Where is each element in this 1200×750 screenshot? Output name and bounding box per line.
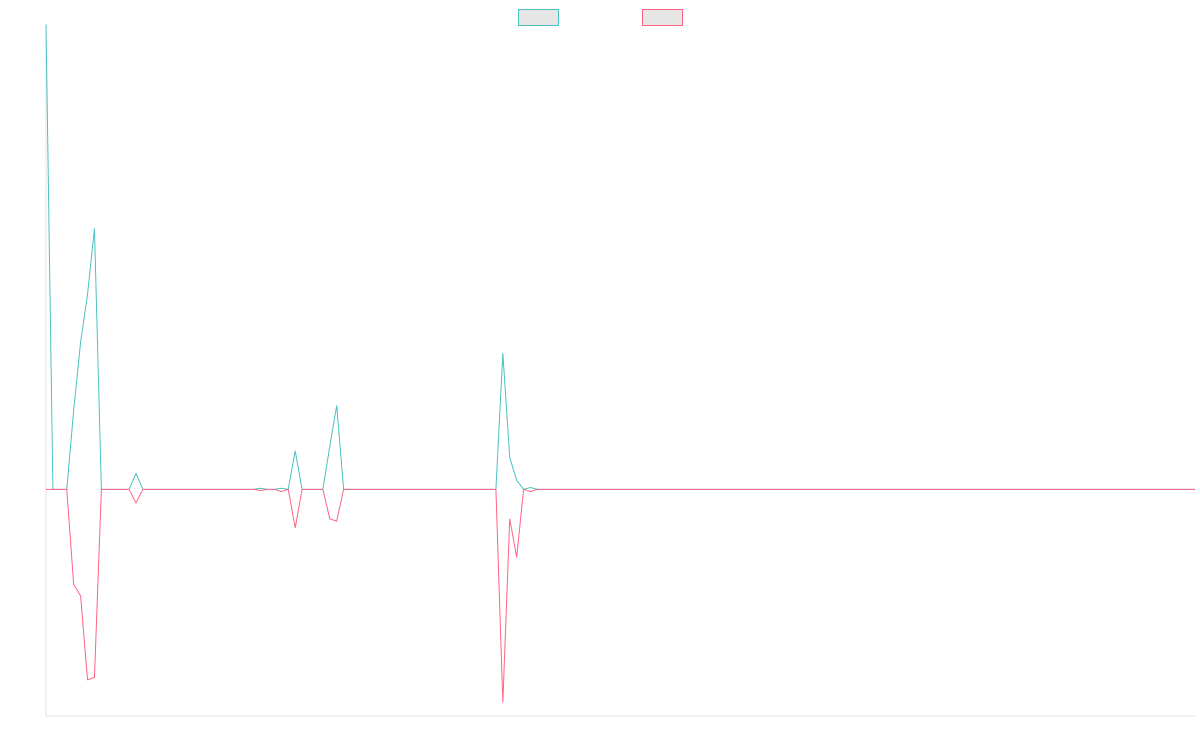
- series-layer: [45, 24, 1195, 703]
- axes: [45, 36, 1195, 717]
- series-line-1: [45, 24, 1195, 490]
- legend[interactable]: [518, 9, 683, 26]
- legend-swatch-1[interactable]: [518, 9, 559, 26]
- series-line-2: [46, 488, 1195, 703]
- legend-swatch-2[interactable]: [642, 9, 683, 26]
